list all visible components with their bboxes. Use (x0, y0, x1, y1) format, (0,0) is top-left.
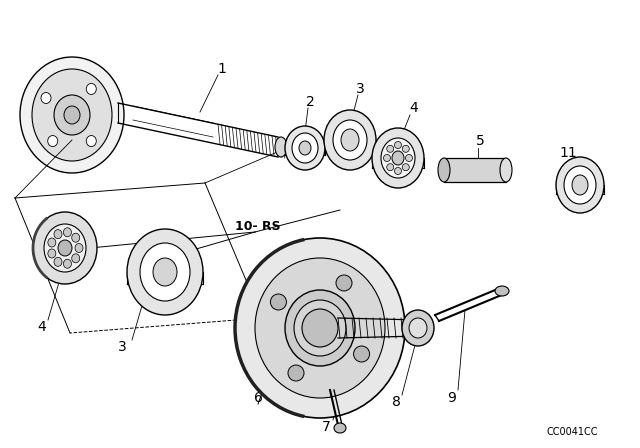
Text: 10- RS: 10- RS (235, 220, 281, 233)
Ellipse shape (381, 138, 415, 178)
Ellipse shape (299, 141, 311, 155)
Ellipse shape (302, 309, 338, 347)
Ellipse shape (372, 128, 424, 188)
Ellipse shape (402, 310, 434, 346)
Ellipse shape (44, 224, 86, 272)
Ellipse shape (275, 137, 287, 157)
Text: 9: 9 (447, 391, 456, 405)
Ellipse shape (394, 168, 401, 175)
Ellipse shape (48, 238, 56, 247)
Ellipse shape (86, 83, 96, 95)
Ellipse shape (324, 110, 376, 170)
Ellipse shape (403, 145, 409, 152)
Ellipse shape (48, 249, 56, 258)
Ellipse shape (387, 145, 394, 152)
Ellipse shape (58, 240, 72, 256)
Text: 4: 4 (38, 320, 46, 334)
Ellipse shape (54, 95, 90, 135)
Ellipse shape (63, 228, 72, 237)
Ellipse shape (20, 57, 124, 173)
Bar (444, 158, 506, 182)
Ellipse shape (556, 157, 604, 213)
Ellipse shape (63, 259, 72, 268)
Ellipse shape (495, 286, 509, 296)
Text: 3: 3 (118, 340, 126, 354)
Ellipse shape (353, 346, 369, 362)
Ellipse shape (54, 257, 62, 267)
Ellipse shape (288, 365, 304, 381)
Ellipse shape (33, 212, 97, 284)
Ellipse shape (72, 254, 80, 263)
Ellipse shape (403, 164, 409, 171)
Ellipse shape (140, 243, 190, 301)
Text: 8: 8 (392, 395, 401, 409)
Ellipse shape (387, 164, 394, 171)
Ellipse shape (285, 126, 325, 170)
Ellipse shape (75, 244, 83, 253)
Ellipse shape (438, 158, 450, 182)
Ellipse shape (153, 258, 177, 286)
Ellipse shape (72, 233, 80, 242)
Text: CC0041CC: CC0041CC (547, 427, 598, 437)
Text: 2: 2 (306, 95, 314, 109)
Ellipse shape (383, 155, 390, 161)
Ellipse shape (500, 158, 512, 182)
Ellipse shape (235, 238, 405, 418)
Ellipse shape (294, 300, 346, 356)
Ellipse shape (292, 133, 318, 163)
Ellipse shape (285, 290, 355, 366)
Ellipse shape (271, 294, 287, 310)
Ellipse shape (336, 275, 352, 291)
Text: 7: 7 (322, 420, 330, 434)
Ellipse shape (392, 151, 404, 165)
Text: 11: 11 (559, 146, 577, 160)
Ellipse shape (127, 229, 203, 315)
Ellipse shape (409, 318, 427, 338)
Ellipse shape (64, 106, 80, 124)
Ellipse shape (341, 129, 359, 151)
Text: 6: 6 (253, 391, 262, 405)
Text: 1: 1 (218, 62, 227, 76)
Ellipse shape (334, 423, 346, 433)
Ellipse shape (32, 69, 112, 161)
Ellipse shape (333, 120, 367, 160)
Ellipse shape (41, 92, 51, 103)
Ellipse shape (86, 136, 96, 146)
Ellipse shape (406, 155, 413, 161)
Ellipse shape (572, 175, 588, 195)
Ellipse shape (394, 142, 401, 148)
Ellipse shape (255, 258, 385, 398)
Ellipse shape (48, 136, 58, 146)
Ellipse shape (54, 230, 62, 239)
Text: 4: 4 (410, 101, 419, 115)
Ellipse shape (564, 166, 596, 204)
Text: 5: 5 (476, 134, 484, 148)
Text: 3: 3 (356, 82, 364, 96)
